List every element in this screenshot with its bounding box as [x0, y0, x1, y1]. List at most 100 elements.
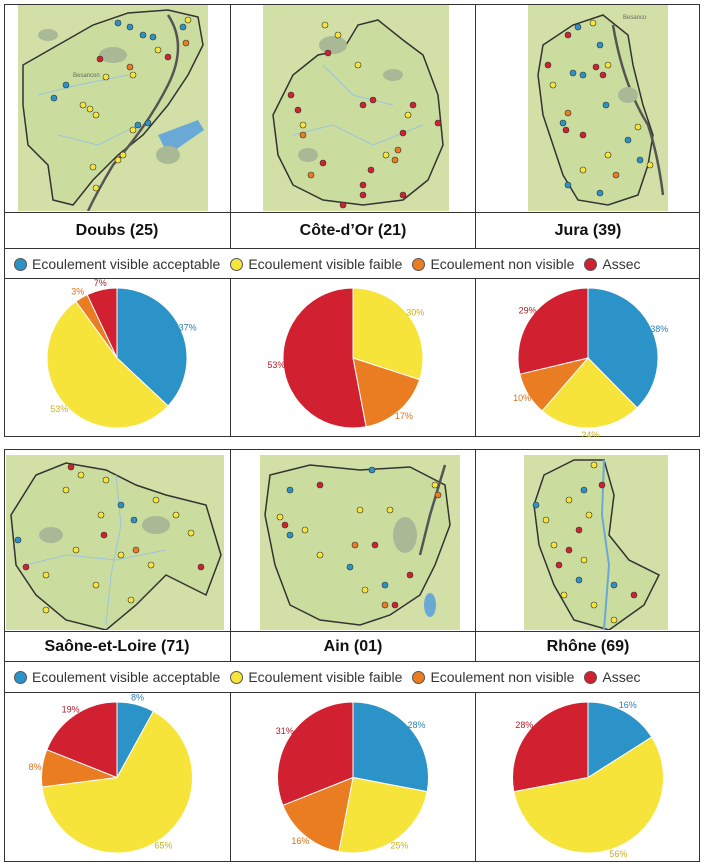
divider: [4, 248, 700, 249]
map-jura: Besanco: [528, 5, 668, 211]
slice-percent-label: 19%: [62, 704, 80, 714]
legend-dot: [412, 670, 426, 684]
slice-percent-label: 16%: [619, 700, 637, 710]
bottom-frame: [4, 449, 700, 862]
legend-item-non-visible: Ecoulement non visible: [412, 256, 574, 272]
dept-name-rhone: Rhône (69): [546, 638, 630, 655]
legend-item-assec: Assec: [584, 256, 641, 272]
divider: [4, 692, 700, 693]
legend: Ecoulement visible acceptable Ecoulement…: [4, 662, 700, 692]
slice-assec: [517, 287, 589, 375]
slice-percent-label: 31%: [276, 726, 294, 736]
slice-percent-label: 28%: [408, 720, 426, 730]
map-rhone: [524, 455, 668, 631]
legend-label: Ecoulement non visible: [430, 669, 575, 685]
slice-percent-label: 53%: [267, 360, 285, 370]
divider: [475, 278, 476, 437]
slice-acceptable: [587, 287, 659, 409]
slice-percent-label: 38%: [650, 324, 668, 334]
legend-item-faible: Ecoulement visible faible: [230, 256, 402, 272]
divider: [230, 449, 231, 661]
legend-dot: [584, 257, 598, 271]
legend-label: Ecoulement visible faible: [248, 669, 403, 685]
slice-faible: [41, 710, 193, 854]
divider: [230, 4, 231, 248]
divider: [4, 278, 700, 279]
legend-label: Assec: [602, 669, 641, 685]
pie-chart-cote-dor: 30% 17% 53%: [267, 287, 424, 429]
divider: [4, 212, 700, 213]
slice-assec: [46, 701, 118, 779]
legend-dot: [412, 257, 426, 271]
slice-percent-label: 28%: [515, 720, 533, 730]
dept-name-ain: Ain (01): [323, 638, 383, 655]
legend-dot: [584, 670, 598, 684]
slice-percent-label: 24%: [581, 430, 599, 437]
divider: [230, 692, 231, 862]
slice-percent-label: 25%: [390, 841, 408, 851]
dept-name-doubs: Doubs (25): [75, 222, 159, 239]
slice-percent-label: 37%: [179, 322, 197, 332]
divider: [475, 449, 476, 661]
slice-percent-label: 10%: [513, 393, 531, 403]
top-block: Besancon: [4, 4, 700, 437]
legend-label: Ecoulement non visible: [430, 256, 575, 272]
map-saone-et-loire: [6, 455, 224, 631]
legend-item-assec: Assec: [584, 669, 641, 685]
slice-faible: [513, 736, 664, 854]
legend-label: Assec: [602, 256, 641, 272]
pie-chart-ain: 28% 25% 16% 31%: [276, 701, 429, 854]
legend-dot: [14, 670, 27, 684]
slice-percent-label: 3%: [71, 287, 84, 297]
divider: [4, 661, 700, 662]
slice-percent-label: 8%: [131, 693, 144, 703]
pie-chart-doubs: 37% 53% 3% 7%: [46, 279, 197, 429]
slice-faible: [541, 357, 638, 429]
legend-item-non-visible: Ecoulement non visible: [412, 669, 574, 685]
slice-percent-label: 30%: [406, 308, 424, 318]
legend-item-faible: Ecoulement visible faible: [230, 669, 402, 685]
dept-name-saone-et-loire: Saône-et-Loire (71): [44, 638, 190, 655]
slice-acceptable: [587, 701, 653, 779]
legend-label: Ecoulement visible acceptable: [32, 256, 221, 272]
divider: [230, 278, 231, 437]
slice-percent-label: 17%: [395, 411, 413, 421]
slice-assec: [512, 701, 589, 793]
slice-non-visible: [282, 776, 354, 853]
slice-percent-label: 7%: [94, 279, 107, 288]
slice-faible: [46, 300, 169, 429]
legend-item-acceptable: Ecoulement visible acceptable: [14, 256, 220, 272]
pie-chart-saone-et-loire: 8% 65% 8% 19%: [29, 693, 193, 854]
map-place-label: Besanco: [623, 15, 647, 21]
slice-non-visible: [352, 357, 421, 428]
slice-acceptable: [352, 701, 429, 793]
bottom-block: Saône-et-Loire (71) Ain (01) Rhône (69) …: [4, 449, 700, 862]
map-place-label: Besancon: [73, 73, 100, 79]
slice-percent-label: 29%: [519, 305, 537, 315]
divider: [475, 4, 476, 248]
legend-item-acceptable: Ecoulement visible acceptable: [14, 669, 220, 685]
legend-label: Ecoulement visible acceptable: [32, 669, 221, 685]
pie-chart-rhone: 16% 56% 28%: [512, 700, 664, 859]
slice-assec: [86, 287, 118, 359]
slice-percent-label: 53%: [50, 404, 68, 414]
top-frame: [4, 4, 700, 437]
dept-name-jura: Jura (39): [554, 222, 622, 239]
map-cote-dor: [263, 5, 449, 211]
map-ain: [260, 455, 460, 630]
map-doubs: Besancon: [18, 5, 208, 212]
slice-acceptable: [116, 287, 188, 407]
legend-dot: [230, 257, 244, 271]
divider: [475, 692, 476, 862]
slice-assec: [277, 701, 354, 806]
divider: [4, 631, 700, 632]
legend: Ecoulement visible acceptable Ecoulement…: [4, 249, 700, 279]
slice-percent-label: 56%: [609, 849, 627, 859]
legend-label: Ecoulement visible faible: [248, 256, 403, 272]
slice-percent-label: 16%: [291, 836, 309, 846]
pie-chart-jura: 38% 24% 10% 29%: [513, 287, 668, 437]
slice-assec: [282, 287, 367, 429]
slice-percent-label: 8%: [29, 762, 42, 772]
slice-faible: [352, 287, 424, 381]
slice-faible: [338, 776, 428, 854]
